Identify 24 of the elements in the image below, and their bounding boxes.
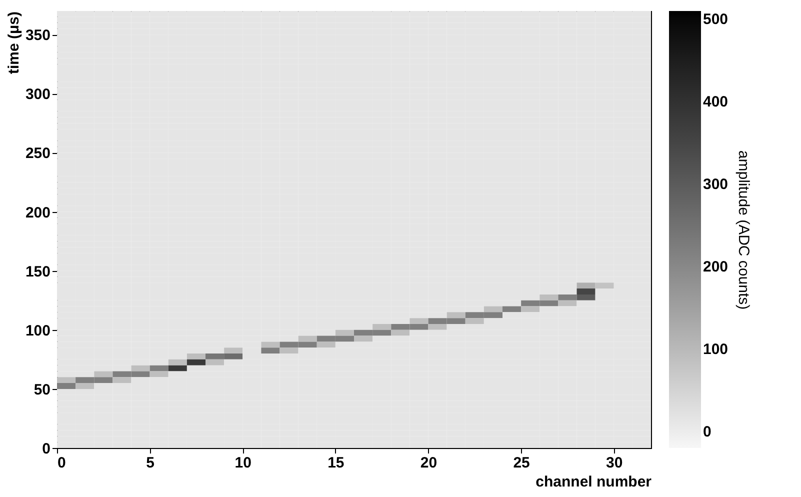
x-tick-label: 25	[513, 454, 530, 472]
x-tick-label: 20	[420, 454, 438, 472]
y-tick-label: 100	[25, 322, 50, 340]
x-tick-label: 30	[606, 454, 623, 472]
x-tick-label: 15	[328, 454, 344, 472]
color-bar-label: 500	[703, 11, 728, 28]
y-tick-label: 300	[25, 86, 50, 104]
y-tick-label: 150	[25, 263, 50, 280]
color-bar-label: 100	[703, 341, 728, 358]
x-axis-title: channel number	[536, 474, 652, 490]
x-tick-label: 5	[146, 454, 154, 472]
color-bar-label: 200	[703, 258, 728, 276]
x-tick-label: 0	[58, 454, 66, 472]
y-axis-title: time (μs)	[5, 12, 22, 74]
y-tick-label: 250	[25, 145, 50, 162]
y-tick-label: 0	[42, 440, 50, 458]
y-tick-label: 350	[25, 27, 50, 44]
color-bar-label: 400	[703, 94, 728, 111]
x-tick-label: 10	[234, 454, 252, 472]
y-tick-label: 50	[34, 381, 50, 398]
color-bar-title: amplitude (ADC counts)	[735, 150, 752, 310]
color-bar-label: 300	[703, 176, 728, 194]
y-tick-label: 200	[25, 204, 50, 222]
color-bar-label: 0	[703, 424, 712, 441]
